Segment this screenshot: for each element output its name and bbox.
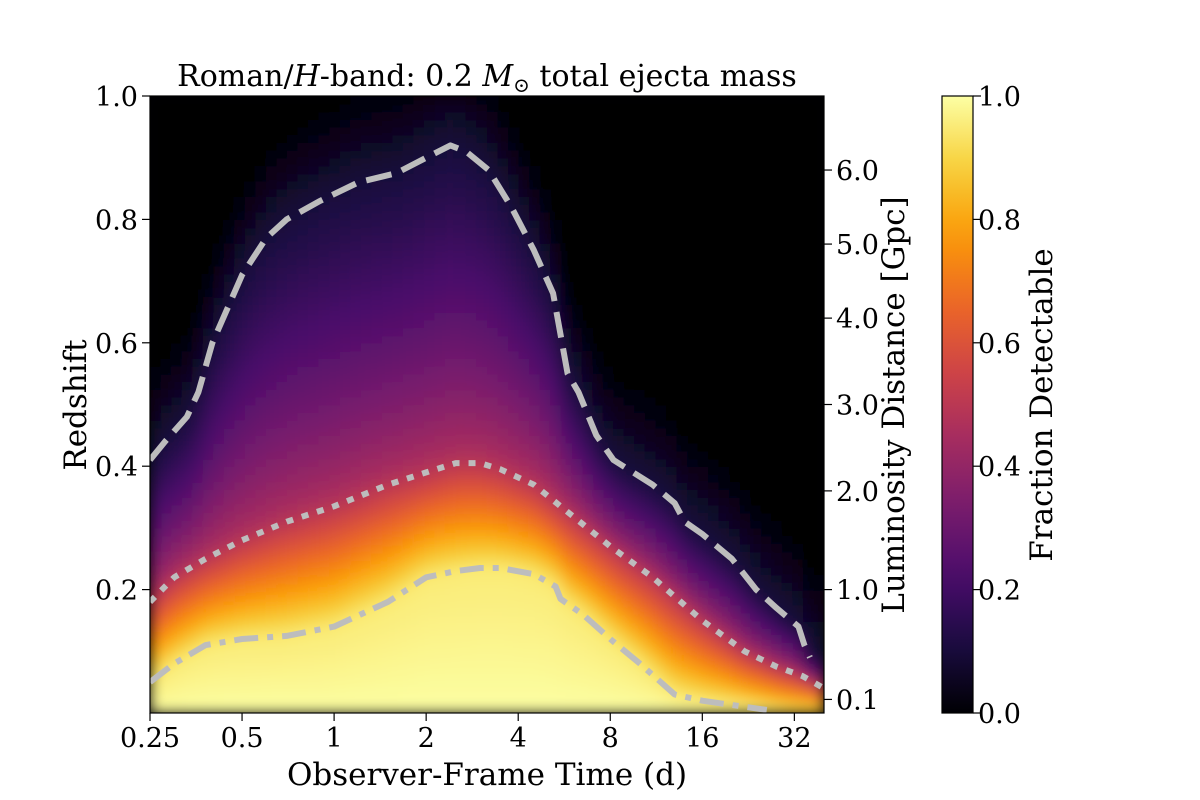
colorbar-tick-label: 0.2 [978,576,1021,607]
y-tick-label: 0.6 [95,329,138,360]
y-axis-right: 0.1 1.0 2.0 3.0 4.0 5.0 6.0 [824,156,879,716]
colorbar-label: Fraction Detectable [1024,248,1060,561]
y-axis-label: Redshift [58,339,94,471]
y-tick-label: 1.0 [95,82,138,113]
colorbar-axis: 0.0 0.2 0.4 0.6 0.8 1.0 [973,82,1021,730]
colorbar-tick-label: 0.6 [978,329,1021,360]
y-tick-label: 0.2 [95,576,138,607]
y2-tick-label: 0.1 [836,685,879,716]
y2-tick-label: 6.0 [836,156,879,187]
x-tick-label: 0.25 [120,723,180,754]
x-tick-label: 4 [510,723,527,754]
colorbar [941,95,974,714]
y2-tick-label: 5.0 [836,230,879,261]
y-tick-label: 0.8 [95,205,138,236]
contour-dotted [150,460,824,691]
y2-tick-label: 4.0 [836,304,879,335]
colorbar-tick-label: 0.0 [978,699,1021,730]
y2-tick-label: 3.0 [836,391,879,422]
chart-title: Roman/H-band: 0.2 M⊙ total ejecta mass [177,59,797,97]
y2-tick-label: 1.0 [836,576,879,607]
heatmap [150,96,824,713]
y-axis-left: 0.2 0.4 0.6 0.8 1.0 [95,82,150,607]
x-axis-label: Observer-Frame Time (d) [287,757,687,793]
x-tick-label: 32 [777,723,811,754]
contours [150,142,824,713]
colorbar-tick-label: 0.4 [978,452,1021,483]
y2-axis-label: Luminosity Distance [Gpc] [876,196,912,613]
x-axis: 0.25 0.5 1 2 4 8 16 32 [120,713,812,754]
colorbar-tick-label: 1.0 [978,82,1021,113]
y-tick-label: 0.4 [95,452,138,483]
x-tick-label: 16 [685,723,719,754]
y2-tick-label: 2.0 [836,477,879,508]
colorbar-tick-label: 0.8 [978,205,1021,236]
x-tick-label: 1 [326,723,343,754]
contour-dashdot [150,565,768,713]
x-tick-label: 8 [602,723,619,754]
contour-dashed [150,142,813,659]
x-tick-label: 2 [418,723,435,754]
x-tick-label: 0.5 [221,723,264,754]
